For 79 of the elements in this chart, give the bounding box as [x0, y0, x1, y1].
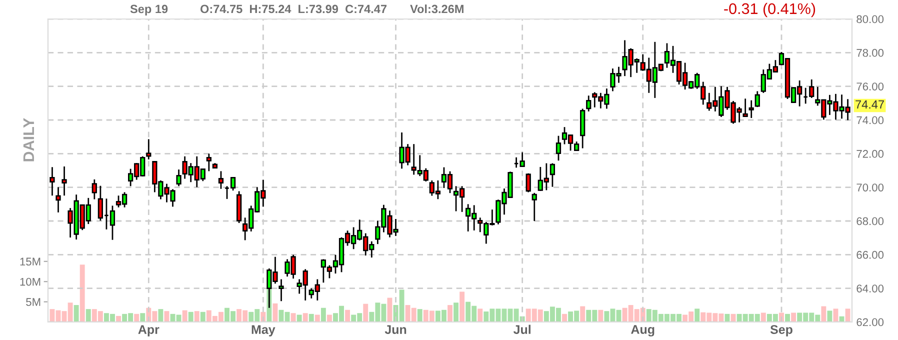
y-tick-label: 72.00: [856, 150, 884, 158]
x-tick-label: Jul: [513, 324, 530, 334]
y-tick-label: 78.00: [856, 48, 884, 57]
bar: [74, 305, 79, 322]
y-tick-label: 76.00: [856, 82, 884, 90]
bar: [791, 312, 796, 322]
bar: [562, 314, 567, 322]
candlestick: [754, 90, 760, 108]
candlestick: [556, 135, 562, 162]
bar: [134, 314, 140, 322]
bar: [417, 309, 422, 322]
bar: [478, 308, 483, 322]
bar: [760, 312, 766, 322]
bar: [182, 310, 188, 322]
y-tick-label: 80.00: [856, 15, 884, 24]
candlestick: [56, 186, 61, 214]
candlestick: [92, 178, 97, 200]
bar: [200, 312, 206, 322]
y-tick-label: 64.00: [856, 284, 884, 292]
bar: [694, 308, 700, 322]
bar: [188, 312, 194, 322]
bar: [314, 314, 320, 322]
bar: [363, 304, 368, 322]
text: 74.47: [856, 100, 884, 109]
bar: [785, 314, 790, 322]
candlestick: [748, 100, 754, 119]
candlestick: [50, 166, 55, 196]
bar: [302, 313, 308, 322]
candlestick: [526, 172, 531, 193]
bar: [194, 311, 200, 322]
y2-tick-label: 10M: [20, 278, 40, 286]
y2-tick-label: 5M: [26, 298, 40, 306]
text: DAILY: [23, 118, 34, 162]
bar: [86, 309, 91, 322]
bar: [116, 316, 121, 322]
x-tick-label: May: [252, 325, 276, 336]
bar: [320, 308, 326, 322]
bar: [308, 314, 314, 322]
text: Vol:3.26M: [410, 4, 464, 14]
y2-tick-label: 15M: [20, 258, 40, 266]
bar: [598, 310, 604, 322]
candlestick: [218, 170, 224, 190]
candlestick: [62, 166, 67, 196]
candlestick: [550, 162, 556, 188]
bar: [345, 310, 350, 322]
text: O:74.75 H:75.24 L:73.99 C:74.47: [200, 4, 386, 14]
bar: [845, 308, 850, 322]
y-tick-label: 74.00: [856, 116, 884, 124]
candlestick: [206, 152, 212, 172]
candlestick: [176, 168, 182, 187]
x-tick-label: Apr: [138, 325, 160, 336]
bar: [454, 302, 458, 322]
candlestick: [532, 192, 537, 222]
bar: [821, 306, 826, 322]
bar: [460, 292, 465, 322]
text: Sep 19: [130, 4, 168, 16]
x-tick-label: Sep: [770, 325, 792, 336]
bar: [140, 313, 146, 322]
candlestick: [520, 152, 525, 167]
x-tick-label: Aug: [631, 325, 654, 336]
bar: [296, 314, 302, 322]
bar: [290, 313, 296, 322]
bar: [272, 303, 278, 322]
bar: [158, 309, 164, 322]
bar: [80, 264, 85, 322]
y-tick-label: 68.00: [856, 217, 884, 226]
candlestick: [278, 278, 284, 302]
candlestick: [742, 98, 748, 118]
y-tick-label: 62.00: [856, 318, 884, 326]
bar: [580, 306, 586, 322]
bar: [448, 305, 452, 322]
y-tick-label: 66.00: [856, 250, 884, 259]
text: -0.31 (0.41%): [724, 2, 816, 18]
candlestick: [146, 138, 152, 160]
bar: [827, 310, 832, 322]
y-tick-label: 70.00: [856, 184, 884, 192]
x-tick-label: Jun: [384, 325, 406, 334]
bar: [326, 314, 332, 322]
candlestick: [586, 94, 592, 112]
